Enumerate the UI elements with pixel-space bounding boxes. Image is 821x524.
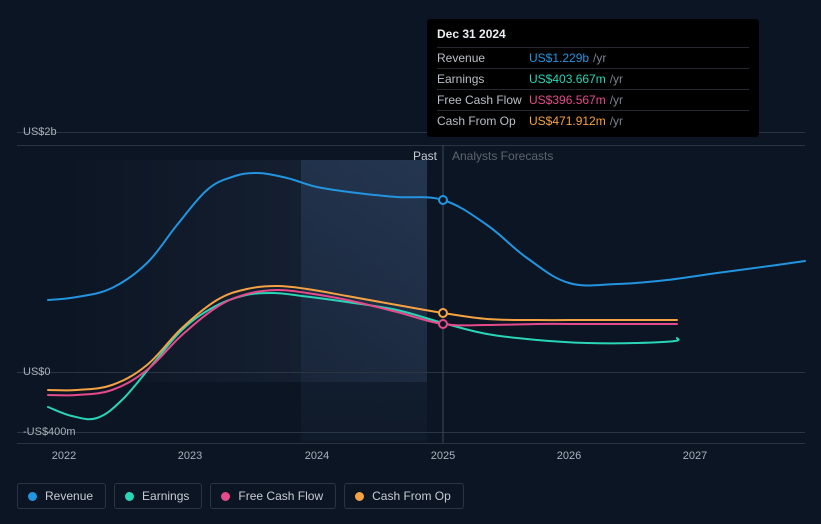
tooltip-row: RevenueUS$1.229b/yr bbox=[437, 47, 749, 68]
tooltip-row-unit: /yr bbox=[610, 72, 623, 86]
series-line-revenue bbox=[48, 173, 805, 300]
series-line-earnings bbox=[48, 293, 679, 419]
legend-label: Free Cash Flow bbox=[238, 489, 323, 503]
x-tick-label: 2026 bbox=[557, 450, 581, 462]
tooltip-row-label: Earnings bbox=[437, 72, 529, 86]
chart-legend: Revenue Earnings Free Cash Flow Cash From O… bbox=[17, 483, 464, 509]
legend-swatch bbox=[221, 492, 230, 501]
tooltip-row-unit: /yr bbox=[593, 51, 606, 65]
tooltip-row: Free Cash FlowUS$396.567m/yr bbox=[437, 89, 749, 110]
legend-item-fcf[interactable]: Free Cash Flow bbox=[210, 483, 336, 509]
x-tick-label: 2023 bbox=[178, 450, 202, 462]
marker-revenue bbox=[438, 195, 448, 205]
tooltip-title: Dec 31 2024 bbox=[437, 27, 749, 47]
tooltip-row-value: US$1.229b bbox=[529, 51, 589, 65]
tooltip-row-label: Cash From Op bbox=[437, 114, 529, 128]
legend-label: Cash From Op bbox=[372, 489, 451, 503]
tooltip-row-unit: /yr bbox=[610, 114, 623, 128]
legend-item-cfo[interactable]: Cash From Op bbox=[344, 483, 464, 509]
tooltip-row-value: US$396.567m bbox=[529, 93, 606, 107]
x-tick-label: 2027 bbox=[683, 450, 707, 462]
legend-swatch bbox=[28, 492, 37, 501]
x-axis-labels: 2022 2023 2024 2025 2026 2027 bbox=[17, 450, 805, 468]
tooltip-row: Cash From OpUS$471.912m/yr bbox=[437, 110, 749, 131]
tooltip-row-unit: /yr bbox=[610, 93, 623, 107]
tooltip-row-value: US$471.912m bbox=[529, 114, 606, 128]
tooltip-row-label: Free Cash Flow bbox=[437, 93, 529, 107]
tooltip-row: EarningsUS$403.667m/yr bbox=[437, 68, 749, 89]
data-tooltip: Dec 31 2024 RevenueUS$1.229b/yrEarningsU… bbox=[427, 19, 759, 137]
gridline bbox=[17, 443, 805, 444]
marker-cfo bbox=[438, 308, 448, 318]
legend-swatch bbox=[125, 492, 134, 501]
x-tick-label: 2024 bbox=[305, 450, 329, 462]
legend-item-revenue[interactable]: Revenue bbox=[17, 483, 106, 509]
legend-label: Earnings bbox=[142, 489, 189, 503]
tooltip-row-label: Revenue bbox=[437, 51, 529, 65]
marker-fcf bbox=[438, 319, 448, 329]
x-tick-label: 2025 bbox=[431, 450, 455, 462]
tooltip-row-value: US$403.667m bbox=[529, 72, 606, 86]
x-tick-label: 2022 bbox=[52, 450, 76, 462]
legend-swatch bbox=[355, 492, 364, 501]
legend-label: Revenue bbox=[45, 489, 93, 503]
legend-item-earnings[interactable]: Earnings bbox=[114, 483, 202, 509]
